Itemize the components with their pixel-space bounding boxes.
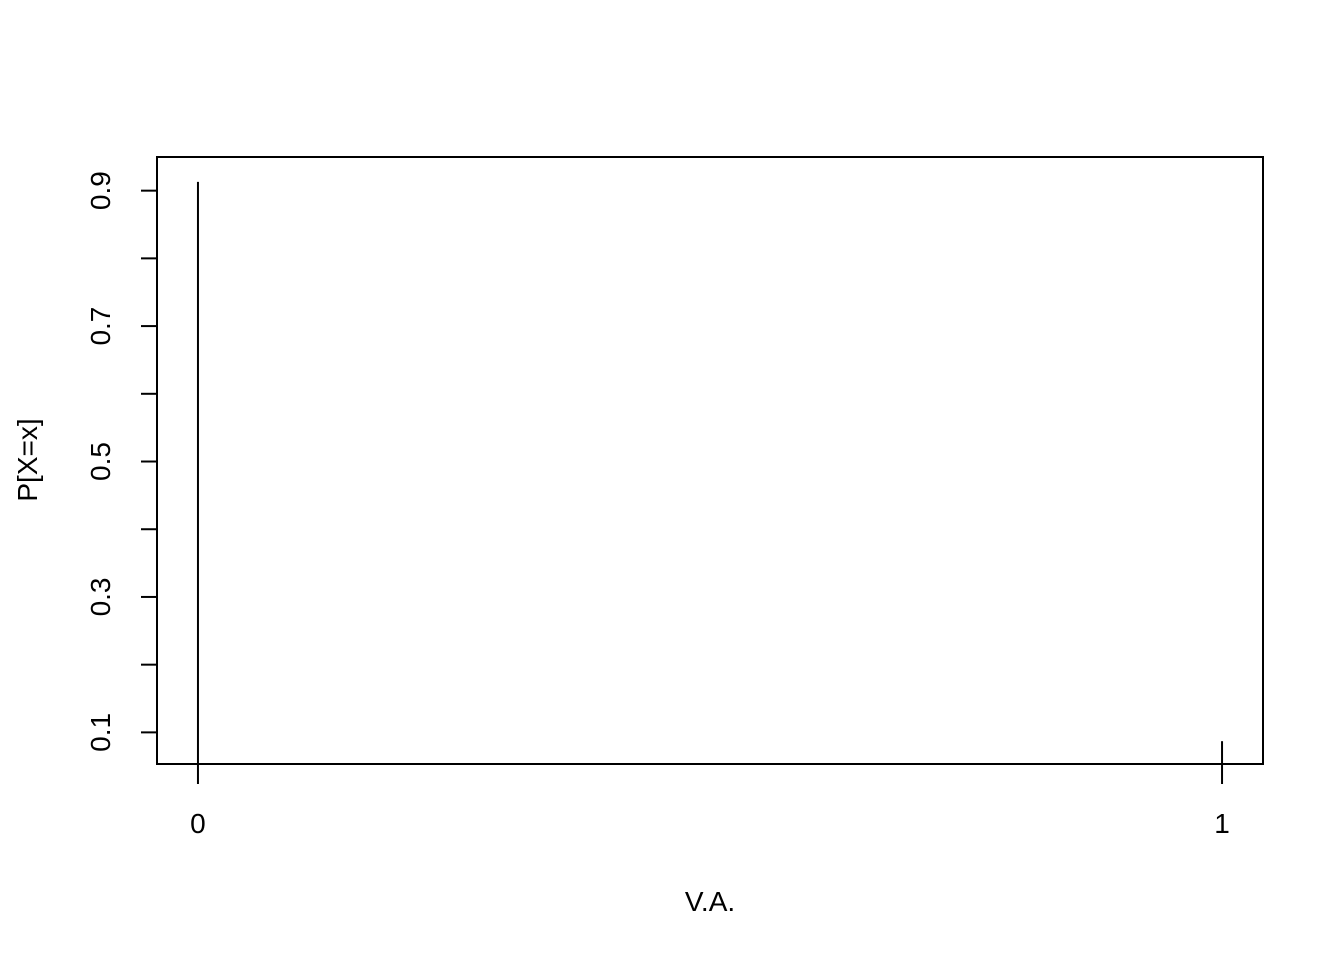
x-tick-label: 0 bbox=[190, 808, 206, 839]
y-tick-label: 0.7 bbox=[85, 307, 116, 346]
x-tick-label: 1 bbox=[1214, 808, 1230, 839]
y-axis-label: P[X=x] bbox=[12, 418, 43, 501]
y-tick-label: 0.5 bbox=[85, 442, 116, 481]
y-axis: 0.1 0.3 0.5 0.7 0.9 bbox=[85, 171, 158, 752]
data-series bbox=[196, 181, 1224, 764]
x-axis-label: V.A. bbox=[685, 886, 735, 917]
plot-frame bbox=[156, 156, 1264, 765]
y-tick-label: 0.9 bbox=[85, 171, 116, 210]
y-tick-label: 0.1 bbox=[85, 713, 116, 752]
y-tick-label: 0.3 bbox=[85, 577, 116, 616]
